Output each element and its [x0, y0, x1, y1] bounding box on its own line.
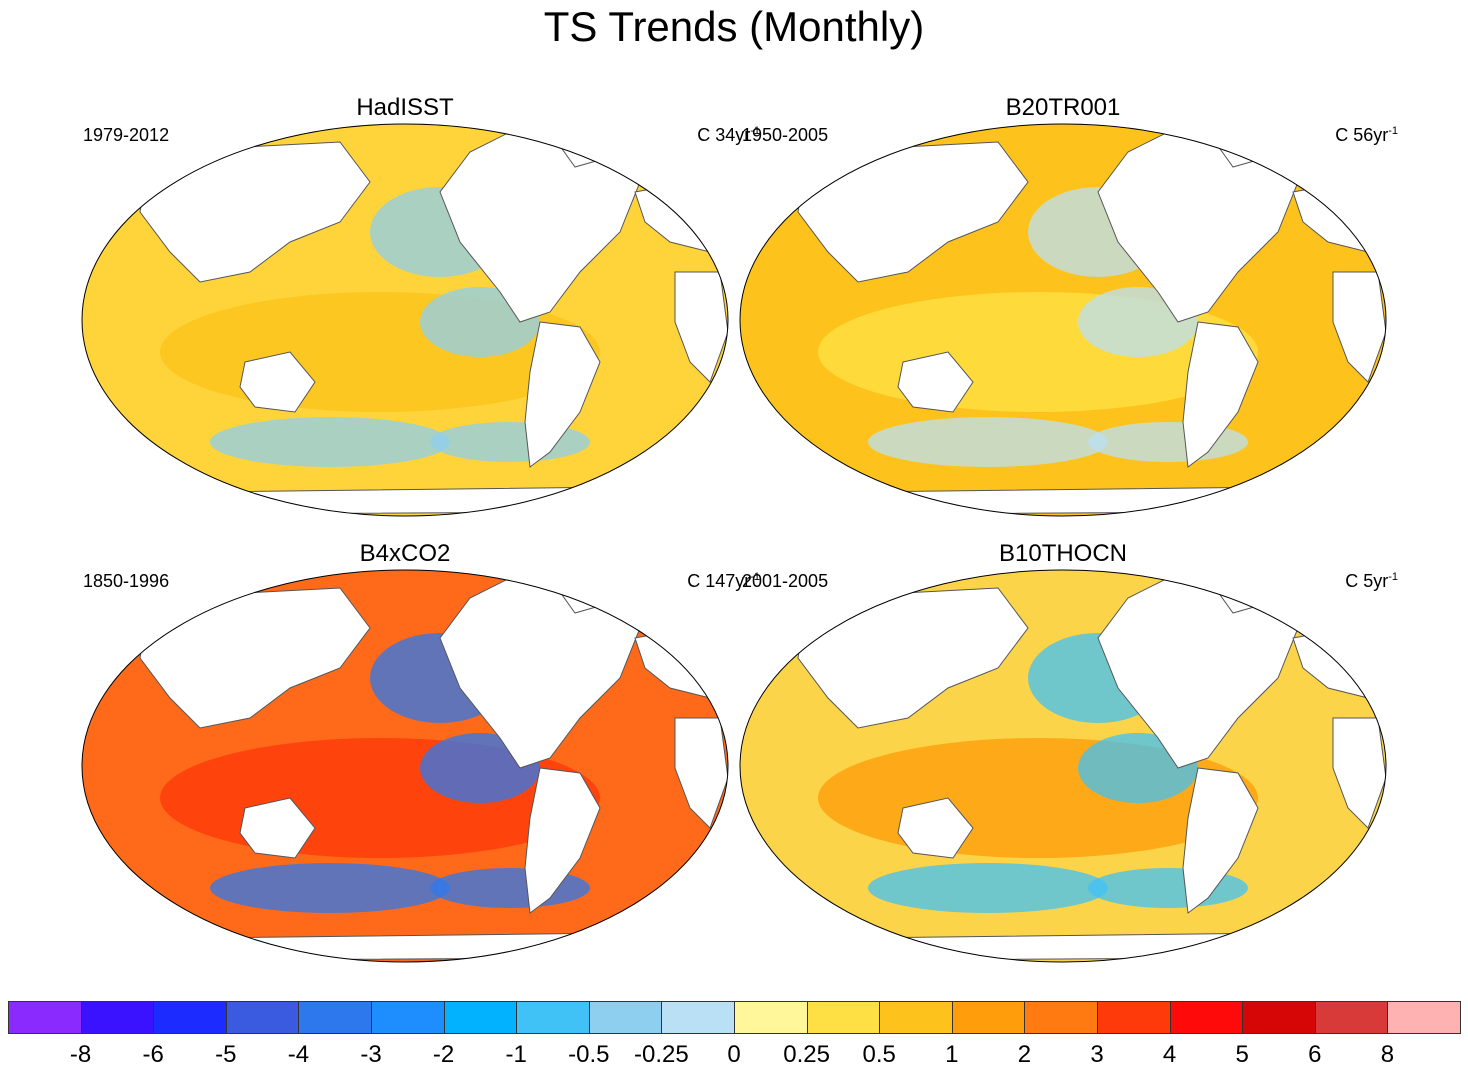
- colorbar-tick-label: 5: [1235, 1041, 1249, 1068]
- world-map: [81, 569, 729, 963]
- colorbar-swatch: [1242, 1001, 1316, 1034]
- world-map: [739, 569, 1387, 963]
- units-label: C 56yr-1: [1335, 125, 1398, 145]
- continent-asia: [139, 141, 371, 283]
- colorbar-swatch: [734, 1001, 808, 1034]
- continent-asia: [797, 141, 1029, 283]
- period-label: 2001-2005: [742, 571, 829, 591]
- continent-antarctica: [856, 932, 1280, 961]
- map-panel-hadisst: HadISST 1979-2012 C 34yr-1: [80, 94, 760, 517]
- colorbar-swatch: [443, 1001, 518, 1034]
- continent-antarctica: [198, 932, 622, 961]
- trend-region-cool: [868, 863, 1108, 913]
- continent-australia: [239, 351, 316, 413]
- colorbar-tick-label: -4: [287, 1041, 310, 1068]
- colorbar-tick-label: -0.5: [568, 1041, 610, 1068]
- map-panel-b4xco2: B4xCO2 1850-1996 C 147yr-1: [80, 540, 760, 963]
- continent-antarctica: [856, 486, 1280, 515]
- map-border: [739, 123, 1387, 517]
- panel-title: B10THOCN: [998, 540, 1128, 567]
- colorbar-tick-label: -8: [69, 1041, 92, 1068]
- colorbar-swatch: [806, 1001, 881, 1034]
- world-map: [81, 123, 729, 517]
- colorbar-swatch: [1314, 1001, 1389, 1034]
- colorbar-swatch: [153, 1001, 227, 1034]
- colorbar-tick-label: -0.25: [634, 1041, 689, 1068]
- continent-australia: [897, 797, 974, 859]
- map-panel-b20tr001: B20TR001 1950-2005 C 56yr-1: [738, 94, 1398, 517]
- colorbar: [8, 1001, 1461, 1034]
- trend-region-cool: [210, 863, 450, 913]
- colorbar-swatch: [1387, 1001, 1461, 1034]
- period-label: 1950-2005: [742, 125, 829, 145]
- colorbar-swatch: [879, 1001, 953, 1034]
- colorbar-tick-label: -2: [432, 1041, 455, 1068]
- period-label: 1979-2012: [83, 125, 170, 145]
- colorbar-swatch: [371, 1001, 445, 1034]
- colorbar-tick-label: 3: [1090, 1041, 1104, 1068]
- continent-south-america: [524, 767, 601, 914]
- continent-asia: [139, 587, 371, 729]
- colorbar-tick-label: 6: [1308, 1041, 1322, 1068]
- colorbar-swatch: [225, 1001, 300, 1034]
- colorbar-tick-label: 0: [727, 1041, 741, 1068]
- map-border: [81, 123, 729, 517]
- continent-south-america: [1182, 767, 1259, 914]
- colorbar-swatch: [8, 1001, 82, 1034]
- panel-title: HadISST: [356, 94, 454, 121]
- colorbar-swatch: [80, 1001, 155, 1034]
- colorbar-tick-label: 0.5: [862, 1041, 896, 1068]
- colorbar-tick-label: -3: [360, 1041, 382, 1068]
- continent-south-america: [1182, 321, 1259, 468]
- continent-asia: [797, 587, 1029, 729]
- world-map: [739, 123, 1387, 517]
- trend-region-cool: [210, 417, 450, 467]
- continent-australia: [239, 797, 316, 859]
- colorbar-tick-label: 1: [945, 1041, 959, 1068]
- colorbar-swatch: [588, 1001, 663, 1034]
- colorbar-swatch: [1024, 1001, 1098, 1034]
- units-label: C 5yr-1: [1345, 571, 1398, 591]
- colorbar-tick-label: -6: [142, 1041, 164, 1068]
- colorbar-tick-label: -5: [215, 1041, 237, 1068]
- colorbar-swatch: [516, 1001, 590, 1034]
- map-panel-b10thocn: B10THOCN 2001-2005 C 5yr-1: [738, 540, 1398, 963]
- colorbar-swatch: [298, 1001, 372, 1034]
- colorbar-tick-label: 0.25: [783, 1041, 830, 1068]
- colorbar-tick-label: -1: [505, 1041, 527, 1068]
- units-label: C 147yr-1: [687, 571, 760, 591]
- map-border: [81, 569, 729, 963]
- continent-australia: [897, 351, 974, 413]
- colorbar-swatch: [661, 1001, 735, 1034]
- figure-title: TS Trends (Monthly): [543, 3, 925, 50]
- colorbar-swatch: [951, 1001, 1026, 1034]
- colorbar-tick-label: 4: [1162, 1041, 1177, 1068]
- colorbar-tick-label: 2: [1017, 1041, 1032, 1068]
- map-border: [739, 569, 1387, 963]
- colorbar-swatch: [1097, 1001, 1171, 1034]
- trend-region-cool: [868, 417, 1108, 467]
- continent-antarctica: [198, 486, 622, 515]
- colorbar-tick-label: 8: [1380, 1041, 1395, 1068]
- panel-title: B4xCO2: [359, 540, 451, 567]
- continent-south-america: [524, 321, 601, 468]
- colorbar-swatch: [1169, 1001, 1244, 1034]
- units-label: C 34yr-1: [697, 125, 760, 145]
- panel-title: B20TR001: [1005, 94, 1121, 121]
- period-label: 1850-1996: [83, 571, 170, 591]
